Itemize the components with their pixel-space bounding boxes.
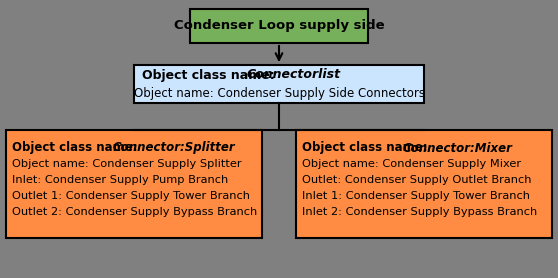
Text: Object class name:: Object class name:	[142, 68, 279, 81]
Text: Object name: Condenser Supply Side Connectors: Object name: Condenser Supply Side Conne…	[133, 86, 425, 100]
Text: Connector:Splitter: Connector:Splitter	[113, 142, 235, 155]
Text: Object class name:: Object class name:	[12, 142, 142, 155]
Text: Condenser Loop supply side: Condenser Loop supply side	[174, 19, 384, 33]
Bar	[134, 65, 424, 103]
Text: Object name: Condenser Supply Splitter: Object name: Condenser Supply Splitter	[12, 159, 242, 169]
Text: Inlet: Condenser Supply Pump Branch: Inlet: Condenser Supply Pump Branch	[12, 175, 228, 185]
Bar	[296, 130, 552, 238]
Text: Outlet 1: Condenser Supply Tower Branch: Outlet 1: Condenser Supply Tower Branch	[12, 191, 250, 201]
Text: Object class name:: Object class name:	[302, 142, 432, 155]
Text: Connector:Mixer: Connector:Mixer	[403, 142, 513, 155]
Text: Inlet 1: Condenser Supply Tower Branch: Inlet 1: Condenser Supply Tower Branch	[302, 191, 530, 201]
Text: Connectorlist: Connectorlist	[247, 68, 340, 81]
Text: Object name: Condenser Supply Mixer: Object name: Condenser Supply Mixer	[302, 159, 521, 169]
Text: Outlet 2: Condenser Supply Bypass Branch: Outlet 2: Condenser Supply Bypass Branch	[12, 207, 257, 217]
Bar	[190, 9, 368, 43]
Text: Inlet 2: Condenser Supply Bypass Branch: Inlet 2: Condenser Supply Bypass Branch	[302, 207, 537, 217]
Text: Outlet: Condenser Supply Outlet Branch: Outlet: Condenser Supply Outlet Branch	[302, 175, 532, 185]
Bar	[6, 130, 262, 238]
